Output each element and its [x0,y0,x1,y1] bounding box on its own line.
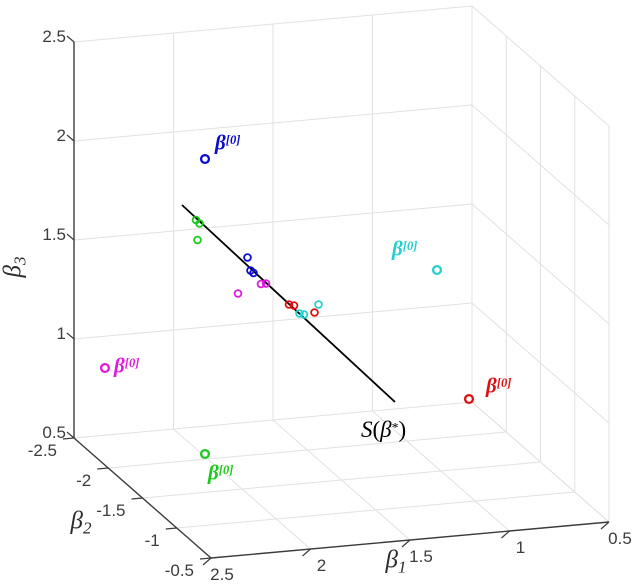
iterate-point-magenta [256,279,266,289]
iterate-point-cyan [299,310,309,319]
z-tick-mark [66,431,75,439]
y-tick-label: -2.5 [27,441,57,460]
iterate-point-red [289,301,299,310]
y-tick-label: -1.5 [96,501,126,520]
iterate-point-blue [243,253,252,262]
x-tick-label: 1 [515,538,526,557]
z-tick-mark [66,134,75,142]
y-tick-mark [199,557,212,560]
solution-manifold-line [181,204,396,403]
beta3-axis-label-sub: 3 [10,256,30,266]
beta3-axis-label: β3 [0,256,34,278]
start-label-blue-beta: β [215,130,226,155]
x-tick-label: 1.5 [409,547,433,566]
start-label-cyan-beta: β [392,236,403,261]
start-label-magenta-beta: β [114,353,125,378]
start-label-magenta: β[0] [114,352,139,377]
iterate-point-cyan [314,300,323,309]
iterate-point-magenta [233,289,243,298]
y-tick-label: -2 [76,471,92,490]
z-tick-label: 2.5 [42,27,66,46]
x-tick-mark [401,539,411,548]
beta1-axis-label-sub: 1 [397,557,407,577]
y-tick-label: -0.5 [164,561,194,580]
iterate-point-red [284,300,294,309]
start-label-green-sup: [0] [218,463,234,477]
iterate-point-red [310,308,319,317]
plot-line [471,401,610,523]
beta1-axis-label: β1 [385,546,407,581]
x-tick-mark [302,548,311,557]
start-label-blue-sup: [0] [225,133,241,147]
start-label-green-beta: β [208,460,219,485]
start-label-red: β[0] [486,372,511,397]
iterate-point-green [195,219,204,228]
y-tick-label: -1 [144,531,160,550]
start-label-green: β[0] [208,459,233,484]
x-tick-mark [600,521,610,530]
z-tick-label: 1 [56,324,66,343]
y-tick-mark [97,467,109,470]
iterate-point-magenta [261,279,271,288]
z-tick-label: 0.5 [42,423,66,442]
x-tick-label: 0.5 [608,529,632,548]
plot-line [108,431,507,469]
x-tick-mark [202,557,212,566]
beta2-axis-label-sub: 2 [82,518,92,538]
solution-manifold-label-s: S [361,416,373,442]
y-tick-mark [165,527,177,530]
solution-manifold-label: S(β*) [361,416,406,442]
start-point-green [199,448,211,460]
x-tick-label: 2 [316,556,327,575]
plot-line [176,491,575,529]
y-tick-mark [131,497,143,500]
x-tick-label: 2.5 [210,565,234,584]
beta2-axis-label-base: β [70,507,83,535]
z-tick-mark [66,233,75,241]
beta1-axis-label-base: β [385,546,398,574]
iterate-point-blue [249,268,258,278]
start-label-red-sup: [0] [496,376,512,390]
iterate-point-green [193,235,202,245]
start-label-cyan-sup: [0] [402,239,418,253]
solution-manifold-label-open: ( [372,416,381,442]
start-label-blue: β[0] [215,129,240,154]
start-point-cyan [431,264,443,276]
beta3-axis-label-base: β [0,265,27,278]
plot-line [73,401,473,439]
x-tick-mark [501,530,510,539]
solution-manifold-label-star: * [391,420,399,435]
solution-manifold-label-beta: β [380,416,392,442]
z-tick-label: 1.5 [42,225,66,244]
y-tick-mark [62,437,75,440]
z-tick-mark [66,332,75,340]
beta2-axis-label: β2 [70,507,92,542]
solution-manifold-label-close: ) [398,416,407,442]
start-label-red-beta: β [486,373,497,398]
start-label-magenta-sup: [0] [124,356,140,370]
start-point-blue [199,153,211,165]
z-tick-mark [66,35,75,43]
start-point-red [463,393,475,405]
z-tick-label: 2 [56,126,66,145]
iterate-point-cyan [295,309,304,318]
plot-line [142,461,541,499]
start-point-magenta [99,362,111,374]
start-label-cyan: β[0] [392,235,417,260]
